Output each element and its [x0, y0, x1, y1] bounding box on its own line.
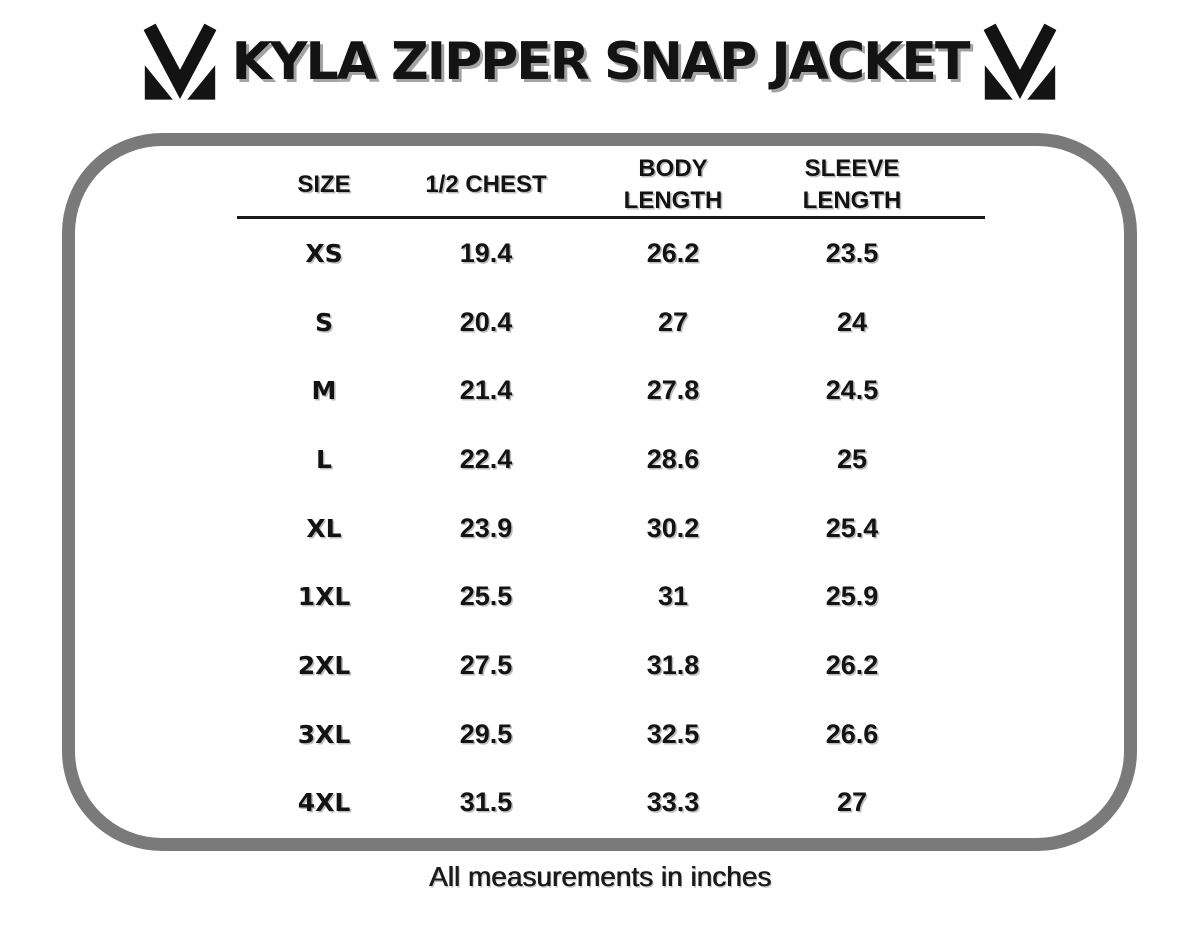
size-cell: S — [314, 307, 333, 337]
body-length-cell: 27.8 — [646, 375, 700, 406]
column-header-label: BODY — [638, 155, 708, 182]
sleeve-length-cell: 23.5 — [825, 237, 879, 268]
body-length-cell: 28.6 — [646, 443, 700, 474]
size-cell: XS — [305, 238, 343, 268]
size-chart-frame — [62, 133, 1137, 851]
table-row: 2XL 27.5 31.8 26.2 — [239, 631, 921, 700]
body-length-cell: 30.2 — [646, 512, 700, 543]
body-length-cell: 27 — [657, 306, 689, 337]
table-row: S 20.4 27 24 — [239, 288, 921, 357]
sleeve-length-cell: 25.4 — [825, 512, 879, 543]
brand-monogram-icon — [984, 23, 1057, 100]
sleeve-length-cell: 25.9 — [825, 581, 879, 612]
size-cell: 3XL — [297, 719, 351, 749]
half-chest-cell: 19.4 — [459, 237, 513, 268]
table-row: 4XL 31.5 33.3 27 — [239, 769, 921, 838]
column-header-label: 1/2 CHEST — [425, 171, 547, 198]
sleeve-length-cell: 25 — [836, 443, 868, 474]
brand-monogram-icon — [143, 23, 216, 100]
sleeve-length-cell: 24.5 — [825, 375, 879, 406]
half-chest-cell: 20.4 — [459, 306, 513, 337]
sleeve-length-cell: 26.2 — [825, 649, 879, 680]
page-title: KYLA ZIPPER SNAP JACKET — [231, 32, 971, 92]
column-header-size: SIZE — [239, 169, 409, 201]
half-chest-cell: 22.4 — [459, 443, 513, 474]
table-row: L 22.4 28.6 25 — [239, 425, 921, 494]
table-row: XS 19.4 26.2 23.5 — [239, 219, 921, 288]
sleeve-length-cell: 26.6 — [825, 718, 879, 749]
column-header-body-length: BODY LENGTH — [563, 153, 783, 217]
table-row: M 21.4 27.8 24.5 — [239, 356, 921, 425]
size-cell: L — [316, 444, 332, 474]
sleeve-length-cell: 27 — [836, 787, 868, 818]
size-cell: 4XL — [297, 788, 351, 818]
table-header-divider — [237, 216, 985, 219]
sleeve-length-cell: 24 — [836, 306, 868, 337]
body-length-cell: 31.8 — [646, 649, 700, 680]
table-header-row: SIZE 1/2 CHEST BODY LENGTH SLEEVE LENGTH — [239, 152, 921, 218]
table-row: 1XL 25.5 31 25.9 — [239, 562, 921, 631]
body-length-cell: 31 — [657, 581, 689, 612]
half-chest-cell: 27.5 — [459, 649, 513, 680]
body-length-cell: 33.3 — [646, 787, 700, 818]
table-body: XS 19.4 26.2 23.5 S 20.4 27 24 M 21.4 27… — [239, 219, 921, 837]
size-cell: XL — [306, 513, 342, 543]
column-header-label: LENGTH — [802, 187, 902, 214]
body-length-cell: 32.5 — [646, 718, 700, 749]
size-cell: M — [311, 376, 337, 406]
table-row: XL 23.9 30.2 25.4 — [239, 494, 921, 563]
half-chest-cell: 29.5 — [459, 718, 513, 749]
half-chest-cell: 31.5 — [459, 787, 513, 818]
column-header-label: SIZE — [297, 171, 351, 198]
column-header-sleeve-length: SLEEVE LENGTH — [783, 153, 921, 217]
half-chest-cell: 23.9 — [459, 512, 513, 543]
half-chest-cell: 25.5 — [459, 581, 513, 612]
body-length-cell: 26.2 — [646, 237, 700, 268]
size-cell: 1XL — [297, 582, 351, 612]
column-header-label: SLEEVE — [804, 155, 900, 182]
table-row: 3XL 29.5 32.5 26.6 — [239, 700, 921, 769]
size-cell: 2XL — [297, 650, 351, 680]
half-chest-cell: 21.4 — [459, 375, 513, 406]
measurement-note: All measurements in inches — [428, 861, 772, 892]
brand-header: KYLA ZIPPER SNAP JACKET — [0, 16, 1200, 108]
column-header-half-chest: 1/2 CHEST — [409, 169, 563, 201]
column-header-label: LENGTH — [623, 187, 723, 214]
